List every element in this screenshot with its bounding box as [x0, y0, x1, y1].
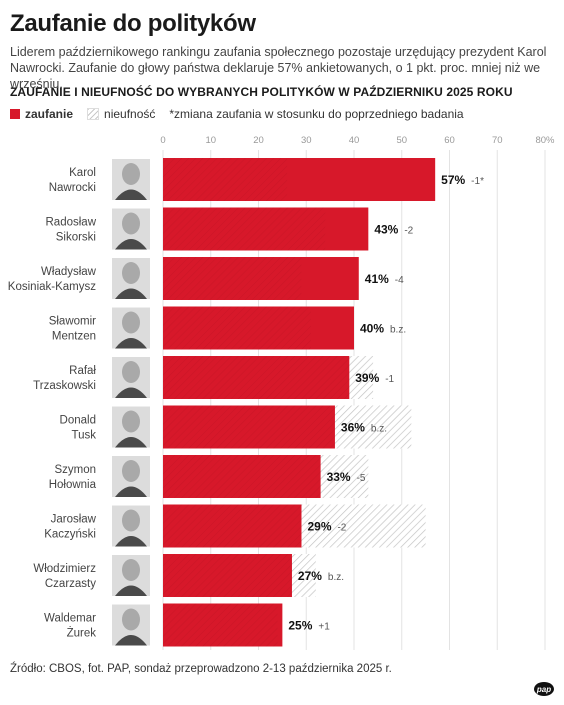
politician-first-name: Włodzimierz [33, 563, 96, 575]
x-tick-label: 20 [253, 135, 264, 146]
portrait-body [115, 486, 147, 497]
value-label: 39% [355, 371, 379, 385]
legend-note: *zmiana zaufania w stosunku do poprzedni… [169, 107, 463, 121]
politician-first-name: Władysław [41, 266, 97, 278]
politician-last-name: Tusk [72, 430, 97, 442]
change-label: -2 [337, 523, 346, 534]
x-tick-label: 10 [205, 135, 216, 146]
portrait-body [115, 338, 147, 349]
lead-text: Liderem październikowego rankingu zaufan… [10, 45, 547, 91]
change-label: -1* [471, 176, 484, 187]
portrait-head [122, 212, 140, 235]
overlap-hatch [163, 257, 302, 300]
change-label: -4 [395, 275, 404, 286]
portrait-head [122, 410, 140, 433]
portrait-head [122, 509, 140, 532]
politician-last-name: Czarzasty [45, 578, 96, 590]
politician-first-name: Radosław [46, 217, 97, 229]
value-label: 40% [360, 322, 384, 336]
x-tick-label: 70 [492, 135, 503, 146]
politician-last-name: Żurek [67, 627, 97, 640]
portrait-head [122, 163, 140, 185]
portrait-head [122, 559, 140, 581]
value-label: 43% [374, 223, 398, 237]
portrait-body [115, 239, 147, 250]
politician-first-name: Karol [69, 167, 96, 179]
x-tick-label: 80% [535, 135, 555, 146]
change-label: -1 [385, 374, 394, 385]
source-note: Źródło: CBOS, fot. PAP, sondaż przeprowa… [10, 663, 392, 675]
politician-last-name: Kosiniak-Kamysz [8, 281, 96, 293]
politician-first-name: Sławomir [49, 316, 96, 328]
portrait-head [122, 361, 140, 383]
legend-trust: zaufanie [10, 107, 73, 121]
politician-last-name: Trzaskowski [33, 380, 96, 392]
portrait-body [115, 635, 147, 646]
x-tick-label: 30 [301, 135, 312, 146]
politician-last-name: Nawrocki [49, 182, 96, 194]
legend-distrust-swatch [87, 108, 100, 120]
politician-first-name: Donald [60, 415, 96, 427]
overlap-hatch [163, 158, 288, 201]
politician-first-name: Rafał [69, 365, 96, 377]
chart-title: Zaufanie do polityków [10, 10, 256, 37]
portrait-head [122, 608, 140, 631]
value-label: 36% [341, 421, 365, 435]
portrait-body [115, 536, 147, 547]
politician-first-name: Waldemar [44, 613, 96, 625]
pap-logo: pap [534, 682, 554, 696]
change-label: b.z. [371, 424, 387, 435]
politician-last-name: Sikorski [56, 232, 96, 244]
legend-note-text: *zmiana zaufania w stosunku do poprzedni… [169, 107, 464, 121]
change-label: b.z. [390, 325, 406, 336]
change-label: -2 [404, 226, 413, 237]
change-label: b.z. [328, 572, 344, 583]
overlap-hatch [163, 603, 278, 647]
politician-last-name: Mentzen [52, 331, 96, 343]
value-label: 33% [327, 470, 351, 484]
change-label: -5 [357, 473, 366, 484]
legend-trust-swatch [10, 109, 20, 119]
portrait-body [115, 288, 147, 299]
legend-distrust: nieufność [87, 107, 155, 121]
portrait-head [122, 460, 140, 482]
x-tick-label: 40 [349, 135, 360, 146]
legend-trust-label: zaufanie [25, 107, 74, 121]
change-label: +1 [318, 622, 330, 633]
value-label: 27% [298, 569, 322, 583]
overlap-hatch [163, 504, 302, 548]
value-label: 25% [288, 619, 312, 633]
politician-last-name: Hołownia [49, 479, 97, 491]
overlap-hatch [163, 554, 292, 597]
x-tick-label: 0 [160, 135, 165, 146]
portrait-head [122, 311, 140, 334]
portrait-body [115, 189, 147, 200]
value-label: 29% [307, 520, 331, 534]
legend: zaufanie nieufność *zmiana zaufania w st… [10, 107, 478, 121]
value-label: 41% [365, 272, 389, 286]
x-tick-label: 60 [444, 135, 455, 146]
value-label: 57% [441, 173, 465, 187]
legend-distrust-label: nieufność [104, 107, 156, 121]
politician-last-name: Kaczyński [44, 529, 96, 541]
overlap-hatch [163, 455, 321, 498]
overlap-hatch [163, 306, 312, 350]
portrait-body [115, 437, 147, 448]
portrait-body [115, 387, 147, 398]
overlap-hatch [163, 207, 326, 251]
portrait-body [115, 585, 147, 596]
chart-subtitle: ZAUFANIE I NIEUFNOŚĆ DO WYBRANYCH POLITY… [10, 85, 513, 99]
overlap-hatch [163, 356, 350, 399]
politician-first-name: Szymon [54, 464, 96, 476]
x-tick-label: 50 [396, 135, 407, 146]
portrait-head [122, 262, 140, 284]
overlap-hatch [163, 405, 335, 449]
politician-first-name: Jarosław [51, 514, 97, 526]
